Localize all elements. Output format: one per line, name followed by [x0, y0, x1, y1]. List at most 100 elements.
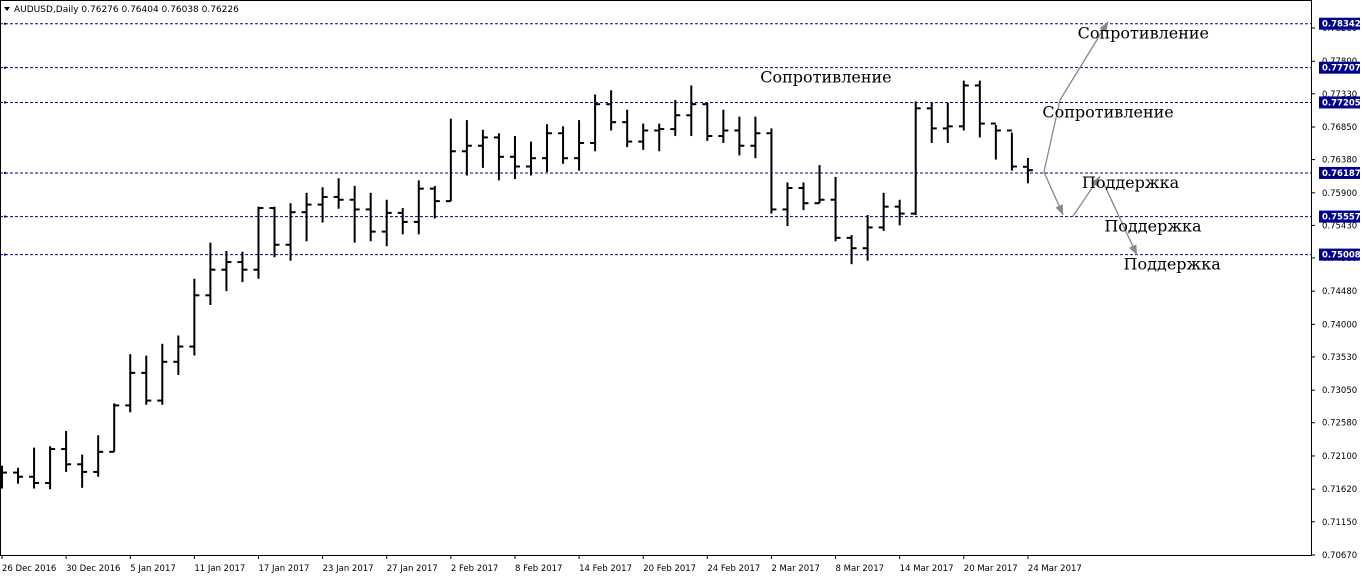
forecast-arrows: [1043, 21, 1138, 256]
ohlc-bar: [237, 251, 248, 283]
ohlc-bar: [990, 122, 1001, 160]
y-tick-label: 0.71620: [1322, 485, 1357, 495]
triangle-down-icon[interactable]: [4, 7, 10, 11]
y-tick-label: 0.75430: [1322, 221, 1357, 231]
level-price-tag: 0.76187: [1319, 166, 1361, 179]
ohlc-bar: [285, 203, 296, 261]
y-tick-label: 0.70670: [1322, 551, 1357, 561]
ohlc-bar: [301, 192, 312, 242]
ohlc-bar: [622, 109, 633, 148]
ohlc-bar: [45, 446, 56, 490]
y-tick-label: 0.75900: [1322, 189, 1357, 199]
arrow-head: [1129, 244, 1137, 256]
ohlc-bar: [509, 136, 520, 179]
forecast-arrow: [1102, 182, 1138, 256]
ohlc-bar: [926, 102, 937, 143]
annotation-label: Поддержка: [1124, 255, 1222, 274]
level-price-value: 0.77205: [1322, 98, 1361, 108]
ohlc-bar: [814, 165, 825, 205]
ohlc-bar: [974, 80, 985, 138]
forecast-arrow: [1072, 175, 1101, 217]
ohlc-bar: [157, 343, 168, 405]
arrow-head: [1099, 21, 1109, 33]
ohlc-bar: [205, 242, 216, 306]
level-price-value: 0.75008: [1322, 251, 1361, 261]
y-tick-label: 0.77330: [1322, 90, 1357, 100]
ohlc-bar: [750, 116, 761, 159]
ohlc-bar: [670, 100, 681, 137]
level-price-bg: [1319, 17, 1360, 30]
ohlc-bar: [333, 178, 344, 209]
level-price-tag: 0.75008: [1319, 248, 1361, 261]
x-axis: 26 Dec 2016 30 Dec 2016 5 Jan 2017 11 Jan 2…: [1, 555, 1082, 574]
x-tick-label: 23 Jan 2017: [323, 564, 374, 574]
y-tick-label: 0.76850: [1322, 123, 1357, 133]
symbol-header: AUDUSD,Daily 0.76276 0.76404 0.76038 0.7…: [14, 5, 239, 15]
x-tick-label: 2 Feb 2017: [451, 564, 499, 574]
arrow-shaft: [1043, 99, 1061, 173]
annotation-label: Поддержка: [1082, 173, 1180, 192]
arrow-head: [1091, 176, 1101, 187]
y-tick-label: 0.74000: [1322, 320, 1357, 330]
forecast-arrow: [1043, 171, 1064, 216]
ohlc-bar: [1022, 157, 1033, 184]
ohlc-bar: [894, 199, 905, 226]
level-price-tag: 0.78342: [1319, 17, 1361, 30]
x-tick-label: 27 Jan 2017: [387, 564, 438, 574]
level-price-value: 0.78342: [1322, 20, 1361, 30]
x-tick-label: 5 Jan 2017: [130, 564, 176, 574]
level-price-value: 0.76187: [1322, 169, 1361, 179]
ohlc-bar: [173, 335, 184, 375]
x-tick-label: 11 Jan 2017: [194, 564, 245, 574]
y-tick-label: 0.73530: [1322, 353, 1357, 363]
ohlc-bar: [574, 120, 585, 171]
ohlc-bar: [397, 208, 408, 235]
ohlc-bar: [525, 141, 536, 176]
level-price-bg: [1319, 166, 1360, 179]
ohlc-bar: [766, 128, 777, 214]
ohlc-bar: [1006, 129, 1017, 171]
level-price-tag: 0.75557: [1319, 210, 1361, 223]
annotation-label: Поддержка: [1104, 217, 1202, 236]
level-price-bg: [1319, 96, 1360, 109]
ohlc-bar: [445, 118, 456, 203]
ohlc-bar: [477, 129, 488, 168]
ohlc-bar: [718, 109, 729, 143]
x-tick-label: 20 Feb 2017: [643, 564, 696, 574]
ohlc-bar: [830, 176, 841, 242]
ohlc-bar: [798, 182, 809, 211]
level-price-labels: 0.78342 0.77707 0.77205 0.76187 0.75557 0.750…: [1319, 17, 1361, 261]
level-price-value: 0.77707: [1322, 64, 1361, 74]
ohlc-bar: [734, 116, 745, 156]
ohlc-bar: [686, 85, 697, 137]
y-tick-label: 0.76380: [1322, 156, 1357, 166]
y-tick-label: 0.72100: [1322, 452, 1357, 462]
level-price-bg: [1319, 210, 1360, 223]
ohlc-bar: [109, 403, 120, 453]
price-bars: [0, 80, 1033, 490]
forecast-arrow: [1059, 21, 1109, 101]
ohlc-bar: [221, 250, 232, 292]
ohlc-bar: [493, 133, 504, 181]
ohlc-bar: [590, 94, 601, 152]
y-tick-label: 0.71150: [1322, 518, 1357, 528]
ohlc-bar: [269, 206, 280, 258]
ohlc-bar: [606, 90, 617, 131]
x-tick-label: 14 Mar 2017: [900, 564, 954, 574]
ohlc-bar: [878, 192, 889, 231]
ohlc-bar: [782, 182, 793, 227]
x-tick-label: 26 Dec 2016: [2, 564, 56, 574]
annotation-label: Сопротивление: [1042, 102, 1173, 121]
annotation-label: Сопротивление: [1078, 24, 1209, 43]
level-price-bg: [1319, 61, 1360, 74]
ohlc-bar: [61, 431, 72, 472]
level-price-tag: 0.77205: [1319, 96, 1361, 109]
arrow-head: [1055, 204, 1064, 215]
ohlc-bar: [0, 465, 7, 489]
ohlc-bar: [461, 120, 472, 176]
ohlc-bar: [125, 354, 136, 413]
ohlc-bar: [349, 185, 360, 243]
x-tick-label: 24 Mar 2017: [1028, 564, 1082, 574]
